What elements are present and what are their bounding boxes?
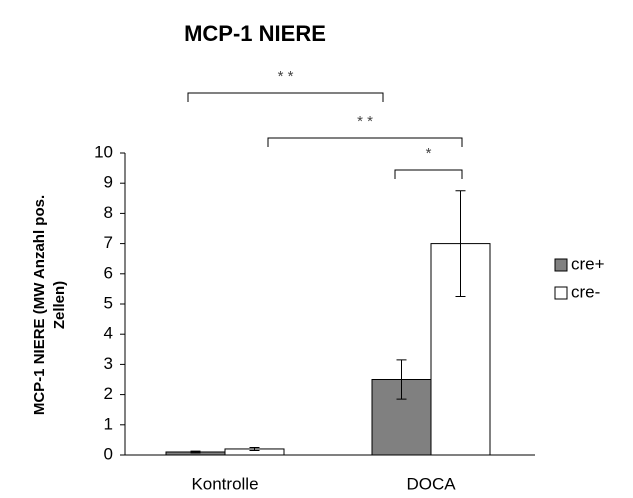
significance-label: * bbox=[426, 145, 432, 162]
y-tick-label: 8 bbox=[104, 203, 113, 222]
error-bar bbox=[249, 446, 260, 451]
significance-bracket bbox=[187, 92, 384, 102]
chart-title: MCP-1 NIERE bbox=[184, 21, 326, 46]
y-tick-label: 7 bbox=[104, 233, 113, 252]
significance-bracket bbox=[394, 169, 463, 179]
significance-label: * * bbox=[357, 113, 373, 130]
y-axis-label-line: Zellen) bbox=[51, 281, 68, 329]
significance-bracket bbox=[267, 137, 463, 147]
legend-label: cre+ bbox=[571, 254, 605, 273]
legend-label: cre- bbox=[571, 282, 600, 301]
y-tick-label: 6 bbox=[104, 263, 113, 282]
y-tick-label: 10 bbox=[94, 142, 113, 161]
y-tick-label: 2 bbox=[104, 384, 113, 403]
significance-label: * * bbox=[278, 68, 294, 85]
y-tick-label: 1 bbox=[104, 414, 113, 433]
y-axis-label-line: MCP-1 NIERE (MW Anzahl pos. bbox=[31, 195, 48, 415]
error-bar bbox=[190, 450, 201, 454]
x-tick-label: DOCA bbox=[406, 474, 456, 493]
legend-swatch bbox=[554, 286, 568, 300]
y-axis-label: MCP-1 NIERE (MW Anzahl pos. Zellen) bbox=[31, 195, 68, 415]
y-tick-label: 3 bbox=[104, 354, 113, 373]
error-bar bbox=[455, 190, 466, 297]
x-tick-label: Kontrolle bbox=[191, 474, 258, 493]
legend-swatch bbox=[554, 258, 568, 272]
y-tick-label: 9 bbox=[104, 173, 113, 192]
y-tick-label: 5 bbox=[104, 293, 113, 312]
y-tick-label: 4 bbox=[104, 324, 113, 343]
error-bar bbox=[396, 359, 407, 400]
y-tick-label: 0 bbox=[104, 444, 113, 463]
